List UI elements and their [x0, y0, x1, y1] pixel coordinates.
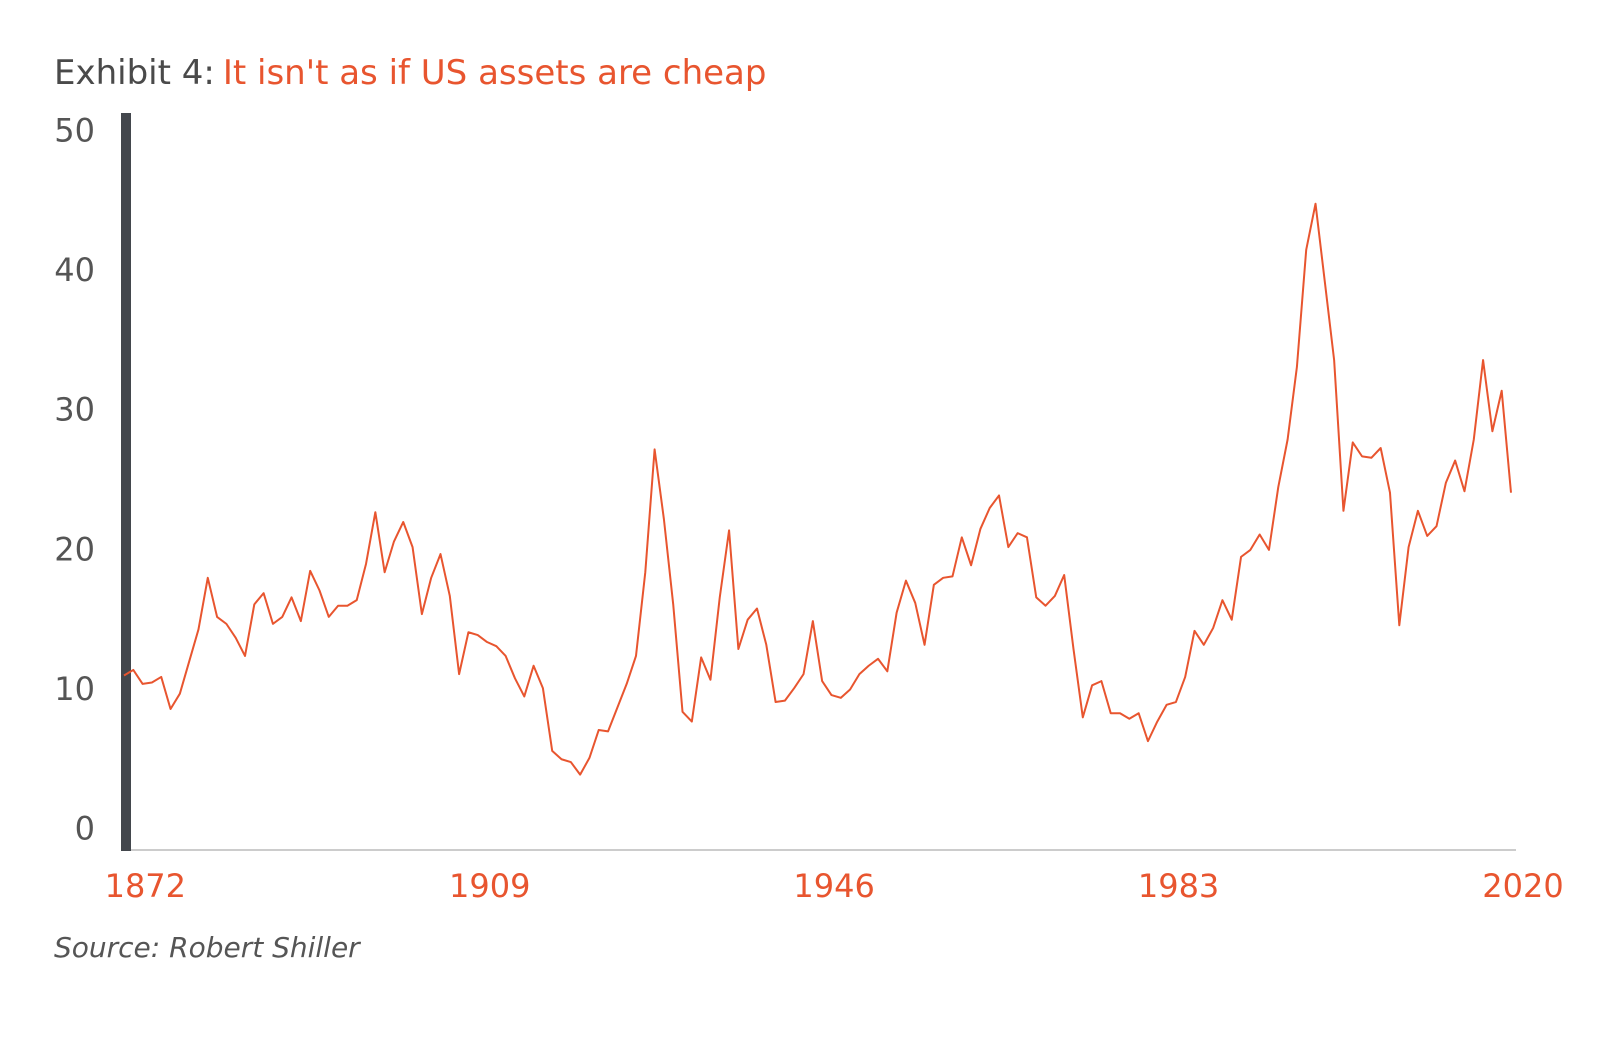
x-tick-label: 1909: [449, 867, 530, 905]
y-tick-label: 0: [75, 809, 95, 847]
x-tick-label: 1983: [1138, 867, 1219, 905]
source-note: Source: Robert Shiller: [54, 931, 361, 964]
x-tick-label: 2020: [1482, 867, 1563, 905]
x-tick-label: 1946: [793, 867, 874, 905]
y-tick-label: 30: [54, 391, 95, 429]
data-line: [123, 202, 1512, 776]
title-main: It isn't as if US assets are cheap: [223, 53, 767, 93]
y-tick-label: 50: [54, 112, 95, 150]
x-tick-label: 1872: [105, 867, 186, 905]
y-tick-label: 20: [54, 530, 95, 568]
title-prefix: Exhibit 4:: [54, 53, 215, 93]
y-tick-label: 40: [54, 251, 95, 289]
y-axis: [121, 113, 131, 851]
y-tick-label: 10: [54, 670, 95, 708]
chart-title: Exhibit 4: It isn't as if US assets are c…: [54, 53, 766, 93]
